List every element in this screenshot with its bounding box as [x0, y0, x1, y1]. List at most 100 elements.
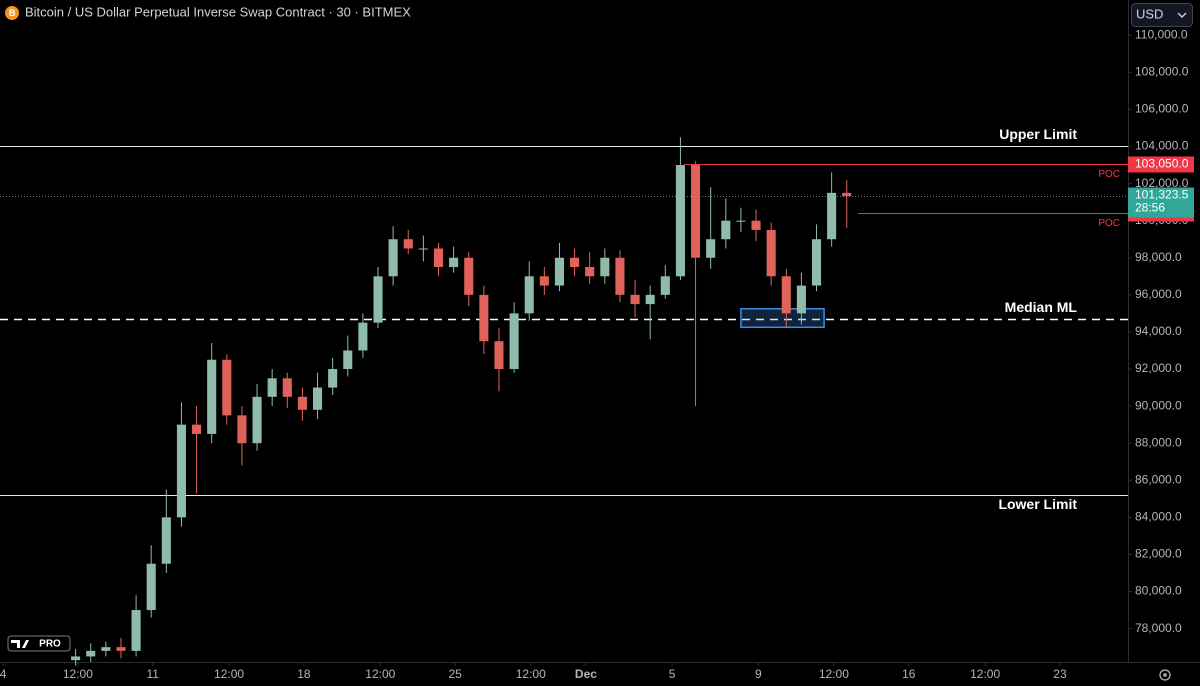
candle-body	[842, 192, 852, 197]
countdown-label: 28:56	[1135, 201, 1165, 215]
candle-body	[207, 359, 217, 434]
candle-body	[312, 387, 323, 410]
candle-body	[328, 369, 338, 388]
x-tick-label: 4	[0, 667, 7, 681]
candle-body	[766, 229, 776, 277]
candle-body	[358, 322, 368, 351]
candle-body	[403, 239, 413, 249]
y-tick-label: 78,000.0	[1135, 621, 1182, 635]
y-tick-label: 90,000.0	[1135, 398, 1182, 412]
chart-title: Bitcoin / US Dollar Perpetual Inverse Sw…	[25, 4, 411, 19]
candle-body	[267, 378, 277, 397]
candle-body	[751, 220, 761, 230]
level-label: Median ML	[1005, 299, 1078, 315]
candle-body	[781, 276, 791, 314]
y-tick-label: 104,000.0	[1135, 139, 1189, 153]
candle-body	[706, 239, 716, 258]
x-tick-label: 25	[448, 667, 462, 681]
candle-body	[796, 285, 806, 314]
candle-body	[101, 647, 111, 651]
bitcoin-icon-glyph: B	[9, 8, 16, 18]
candle-body	[373, 276, 383, 323]
candle-body	[509, 313, 519, 370]
y-tick-label: 92,000.0	[1135, 361, 1182, 375]
currency-label[interactable]: USD	[1136, 6, 1163, 21]
candle-body	[86, 650, 96, 657]
settings-button[interactable]	[1159, 669, 1171, 681]
bitcoin-icon	[5, 6, 19, 20]
settings-icon[interactable]	[1159, 669, 1171, 681]
candle-body	[146, 563, 156, 611]
y-tick-label: 94,000.0	[1135, 324, 1182, 338]
candle-body	[615, 257, 625, 295]
x-tick-label: 23	[1053, 667, 1067, 681]
x-tick-label: 11	[146, 667, 159, 681]
candle-body	[222, 359, 232, 416]
candle-body	[675, 165, 685, 277]
candle-body	[192, 424, 202, 434]
currency-dropdown-icon[interactable]	[1177, 12, 1187, 18]
x-tick-label: 12:00	[365, 667, 395, 681]
plot: Upper Limit Median ML Lower Limit	[0, 126, 1128, 666]
candle-body	[630, 294, 640, 305]
candle-body	[131, 610, 141, 651]
candle-body	[464, 257, 474, 295]
candle-body	[252, 396, 262, 444]
poc-label: POC	[1098, 169, 1120, 180]
x-tick-label: 16	[902, 667, 916, 681]
last-price-tag	[1128, 187, 1194, 218]
y-tick-label: 86,000.0	[1135, 472, 1182, 486]
candle-body	[554, 257, 564, 286]
y-tick-label: 80,000.0	[1135, 584, 1182, 598]
y-tick-label: 102,000.0	[1135, 176, 1189, 190]
candle-body	[71, 656, 81, 661]
candle-body	[721, 220, 731, 240]
candle-body	[660, 276, 670, 295]
candle-body	[539, 276, 549, 286]
candle-body	[433, 248, 444, 268]
x-tick-label: 12:00	[970, 667, 1000, 681]
candle-body	[418, 248, 428, 250]
candle-body	[827, 192, 837, 240]
candle-body	[449, 257, 459, 268]
x-tick-label: 9	[755, 667, 762, 681]
y-tick-label: 108,000.0	[1135, 64, 1189, 78]
candle-body	[176, 424, 186, 518]
x-tick-label: 18	[297, 667, 311, 681]
candle-body	[479, 294, 489, 342]
candle-body	[524, 276, 534, 314]
candle-body	[585, 267, 595, 277]
settings-icon-center[interactable]	[1163, 673, 1167, 677]
candle-body	[297, 396, 307, 410]
x-tick-label: 12:00	[819, 667, 849, 681]
poc-price-label: 103,050.0	[1135, 157, 1189, 171]
level-label: Lower Limit	[998, 496, 1077, 512]
candle-body	[116, 647, 126, 651]
x-tick-label: 12:00	[214, 667, 244, 681]
candle-body	[736, 220, 746, 222]
y-tick-label: 98,000.0	[1135, 250, 1182, 264]
logo-text: PRO	[39, 639, 61, 650]
last-price-label: 101,323.5	[1135, 188, 1189, 202]
y-tick-label: 88,000.0	[1135, 435, 1182, 449]
candle-body	[645, 294, 655, 305]
x-tick-label: 12:00	[63, 667, 93, 681]
candle-body	[161, 517, 171, 564]
candle-body	[811, 239, 822, 286]
y-tick-label: 106,000.0	[1135, 102, 1189, 116]
candle-body	[600, 257, 610, 277]
candle-body	[237, 415, 247, 444]
level-label: Upper Limit	[999, 126, 1077, 142]
candle-body	[282, 378, 292, 397]
y-tick-label: 96,000.0	[1135, 287, 1182, 301]
x-tick-label: 12:00	[516, 667, 546, 681]
logo-mark	[11, 640, 29, 648]
candle-body	[570, 257, 580, 268]
currency-button[interactable]	[1131, 3, 1193, 27]
y-tick-label: 84,000.0	[1135, 510, 1182, 524]
candle-body	[343, 350, 353, 370]
y-tick-label: 110,000.0	[1135, 27, 1188, 41]
